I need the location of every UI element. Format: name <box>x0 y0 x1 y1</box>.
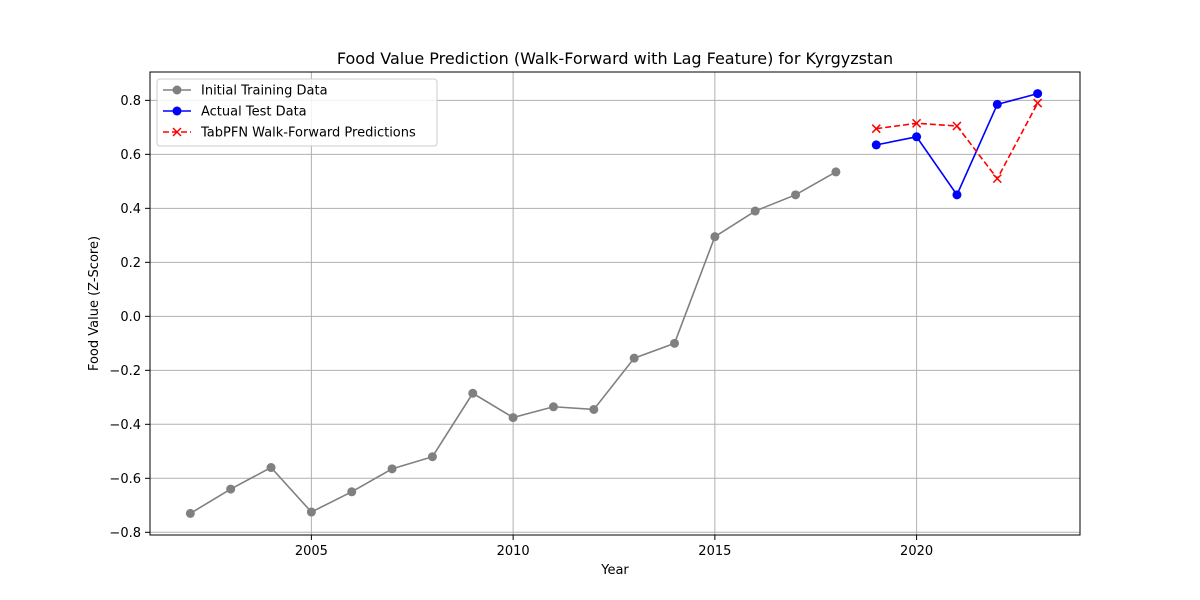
data-point <box>871 140 881 150</box>
chart-title: Food Value Prediction (Walk-Forward with… <box>337 49 893 68</box>
x-tick-label: 2015 <box>698 544 731 559</box>
y-tick-label: 0.6 <box>120 148 141 163</box>
series-initial-training-data <box>185 167 841 518</box>
y-tick-label: 0.4 <box>120 202 141 217</box>
series-layer <box>185 89 1043 518</box>
y-tick-label: −0.2 <box>109 364 141 379</box>
y-tick-label: 0.8 <box>120 94 141 109</box>
x-tick-label: 2010 <box>497 544 530 559</box>
axis-ticks: 2005 2010 2015 2020 −0.8 −0.6 −0.4 −0.2 0.0 0.2 0.… <box>109 94 933 559</box>
legend: Initial Training Data Actual Test Data Tab… <box>156 78 438 147</box>
data-point <box>1033 89 1043 99</box>
data-point <box>871 124 881 134</box>
data-point <box>226 484 236 494</box>
series-actual-test-data <box>871 89 1043 200</box>
legend-marker <box>172 127 182 137</box>
legend-box <box>156 78 438 147</box>
x-tick-label: 2005 <box>295 544 328 559</box>
legend-marker <box>172 85 182 95</box>
data-point <box>347 487 357 497</box>
data-point <box>468 388 478 398</box>
data-point <box>306 507 316 517</box>
data-point <box>1033 98 1043 108</box>
data-point <box>952 121 962 131</box>
data-point <box>791 190 801 200</box>
x-tick-label: 2020 <box>900 544 933 559</box>
data-point <box>427 452 437 462</box>
data-point <box>670 338 680 348</box>
grid <box>150 72 1080 535</box>
y-tick-label: −0.4 <box>109 418 141 433</box>
data-point <box>185 508 195 518</box>
series-tabpfn-walk-forward-predictions <box>871 98 1043 184</box>
y-tick-label: 0.0 <box>120 310 141 325</box>
plot-area-frame <box>149 71 1081 536</box>
legend-label: Initial Training Data <box>201 84 328 99</box>
data-point <box>912 118 922 128</box>
y-tick-label: −0.6 <box>109 472 141 487</box>
y-tick-label: −0.8 <box>109 526 141 541</box>
data-point <box>992 99 1002 109</box>
legend-marker <box>172 106 182 116</box>
y-tick-label: 0.2 <box>120 256 141 271</box>
legend-label: TabPFN Walk-Forward Predictions <box>200 126 416 141</box>
data-point <box>710 232 720 242</box>
data-point <box>952 190 962 200</box>
data-point <box>266 463 276 473</box>
legend-item: Initial Training Data <box>163 84 328 99</box>
data-point <box>912 132 922 142</box>
data-point <box>831 167 841 177</box>
legend-label: Actual Test Data <box>201 105 307 120</box>
data-point <box>750 206 760 216</box>
data-point <box>992 174 1002 184</box>
legend-item: TabPFN Walk-Forward Predictions <box>163 126 416 141</box>
y-axis-label: Food Value (Z-Score) <box>87 236 102 371</box>
legend-item: Actual Test Data <box>163 105 307 120</box>
data-point <box>387 464 397 474</box>
data-point <box>629 353 639 363</box>
data-point <box>589 404 599 414</box>
data-point <box>548 402 558 412</box>
x-axis-label: Year <box>600 563 629 578</box>
data-point <box>508 413 518 423</box>
